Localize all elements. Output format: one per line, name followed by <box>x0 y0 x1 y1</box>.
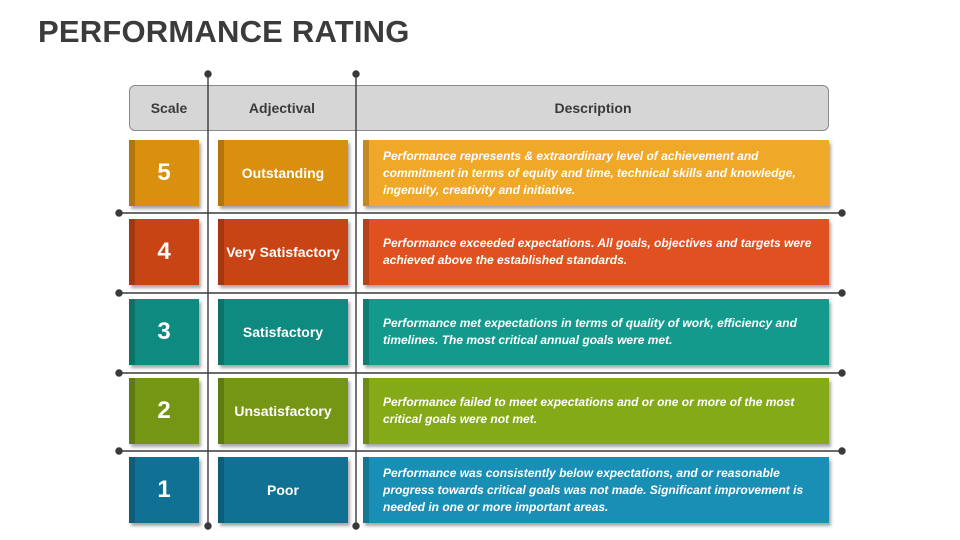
adjectival-cell: Unsatisfactory <box>218 378 348 444</box>
adjectival-label: Unsatisfactory <box>234 403 332 419</box>
description-text: Performance met expectations in terms of… <box>383 316 797 347</box>
adjectival-label: Satisfactory <box>242 324 324 340</box>
adjectival-label: Outstanding <box>241 165 325 181</box>
divider-dot <box>838 209 846 217</box>
scale-cell: 5 <box>129 140 199 206</box>
scale-cell: 4 <box>129 219 199 285</box>
header-scale: Scale <box>150 100 188 116</box>
adjectival-cell: Poor <box>218 457 348 523</box>
divider-dot <box>115 209 123 217</box>
description-cell: Performance met expectations in terms of… <box>363 299 829 365</box>
adjectival-cell: Very Satisfactory <box>218 219 348 285</box>
divider-dot <box>115 289 123 297</box>
divider-dot <box>204 70 212 78</box>
scale-value: 5 <box>157 159 171 186</box>
divider-dot <box>352 522 360 530</box>
table-header: Scale Adjectival Description <box>129 85 829 131</box>
page-title: PERFORMANCE RATING <box>38 14 410 49</box>
adjectival-cell: Outstanding <box>218 140 348 206</box>
scale-cell: 3 <box>129 299 199 365</box>
header-description: Description <box>554 100 632 116</box>
header-adjectival: Adjectival <box>248 100 316 116</box>
description-cell: Performance was consistently below expec… <box>363 457 829 523</box>
divider-dot <box>838 447 846 455</box>
description-cell: Performance exceeded expectations. All g… <box>363 219 829 285</box>
divider-dot <box>352 70 360 78</box>
divider-dot <box>204 522 212 530</box>
divider-dot <box>838 289 846 297</box>
description-text: Performance failed to meet expectations … <box>383 395 795 426</box>
divider-dot <box>838 369 846 377</box>
scale-value: 3 <box>157 318 171 345</box>
scale-value: 2 <box>157 397 171 424</box>
adjectival-label: Very Satisfactory <box>226 244 340 260</box>
scale-cell: 2 <box>129 378 199 444</box>
adjectival-label: Poor <box>267 482 299 498</box>
divider-dot <box>115 369 123 377</box>
description-text: Performance exceeded expectations. All g… <box>383 236 812 267</box>
adjectival-cell: Satisfactory <box>218 299 348 365</box>
description-text: Performance was consistently below expec… <box>383 465 804 514</box>
scale-cell: 1 <box>129 457 199 523</box>
description-cell: Performance represents & extraordinary l… <box>363 140 829 206</box>
scale-value: 4 <box>157 238 171 265</box>
scale-value: 1 <box>157 476 171 503</box>
description-cell: Performance failed to meet expectations … <box>363 378 829 444</box>
divider-dot <box>115 447 123 455</box>
description-text: Performance represents & extraordinary l… <box>383 148 796 197</box>
